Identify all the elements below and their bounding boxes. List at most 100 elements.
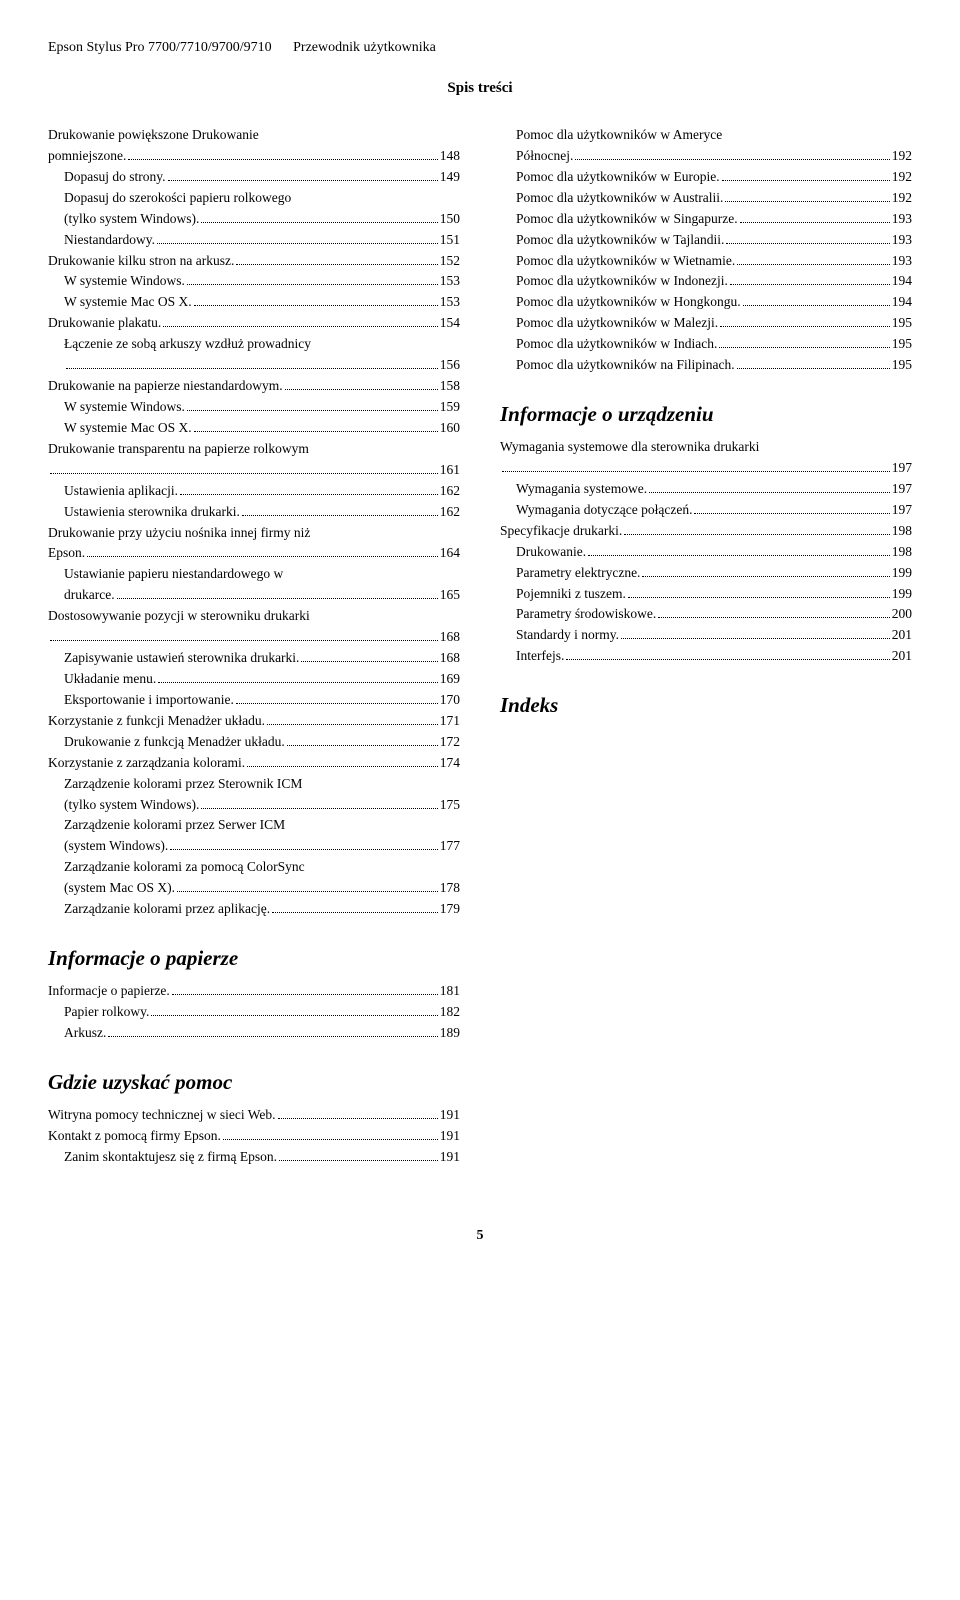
toc-right-column: Pomoc dla użytkowników w AmerycePółnocne… xyxy=(500,125,912,1168)
toc-entry[interactable]: (tylko system Windows).150 xyxy=(48,209,460,230)
toc-entry-label: Interfejs. xyxy=(516,646,564,667)
toc-entry[interactable]: Pomoc dla użytkowników w Malezji.195 xyxy=(500,313,912,334)
toc-entry-page: 150 xyxy=(440,209,460,230)
toc-entry[interactable]: Specyfikacje drukarki.198 xyxy=(500,521,912,542)
toc-entry[interactable]: W systemie Windows.153 xyxy=(48,271,460,292)
toc-entry[interactable]: 161 xyxy=(48,460,460,481)
toc-entry[interactable]: 197 xyxy=(500,458,912,479)
toc-leader-dots xyxy=(236,702,438,704)
toc-entry[interactable]: Parametry środowiskowe.200 xyxy=(500,604,912,625)
toc-entry-label: Korzystanie z funkcji Menadżer układu. xyxy=(48,711,265,732)
toc-leader-dots xyxy=(158,681,438,683)
toc-leader-dots xyxy=(725,200,889,202)
toc-entry-label: (system Mac OS X). xyxy=(64,878,175,899)
toc-entry[interactable]: Pomoc dla użytkowników w Tajlandii.193 xyxy=(500,230,912,251)
toc-entry[interactable]: Północnej.192 xyxy=(500,146,912,167)
toc-entry-label: pomniejszone. xyxy=(48,146,126,167)
toc-entry-label: Pomoc dla użytkowników w Australii. xyxy=(516,188,723,209)
toc-entry[interactable]: Pomoc dla użytkowników w Indonezji.194 xyxy=(500,271,912,292)
toc-entry-label: Witryna pomocy technicznej w sieci Web. xyxy=(48,1105,276,1126)
toc-entry[interactable]: Pomoc dla użytkowników w Europie.192 xyxy=(500,167,912,188)
toc-entry-label: (system Windows). xyxy=(64,836,168,857)
toc-entry[interactable]: Arkusz.189 xyxy=(48,1023,460,1044)
toc-entry[interactable]: Epson.164 xyxy=(48,543,460,564)
toc-entry[interactable]: Dopasuj do strony.149 xyxy=(48,167,460,188)
toc-entry-label: Drukowanie plakatu. xyxy=(48,313,161,334)
toc-entry[interactable]: Układanie menu.169 xyxy=(48,669,460,690)
toc-entry[interactable]: Korzystanie z funkcji Menadżer układu.17… xyxy=(48,711,460,732)
toc-entry-label: Pojemniki z tuszem. xyxy=(516,584,626,605)
toc-entry[interactable]: Informacje o papierze.181 xyxy=(48,981,460,1002)
toc-entry[interactable]: Witryna pomocy technicznej w sieci Web.1… xyxy=(48,1105,460,1126)
toc-entry[interactable]: Drukowanie z funkcją Menadżer układu.172 xyxy=(48,732,460,753)
toc-entry[interactable]: Korzystanie z zarządzania kolorami.174 xyxy=(48,753,460,774)
toc-entry[interactable]: 168 xyxy=(48,627,460,648)
toc-entry-page: 194 xyxy=(892,271,912,292)
toc-entry[interactable]: Eksportowanie i importowanie.170 xyxy=(48,690,460,711)
toc-entry-label: Pomoc dla użytkowników w Singapurze. xyxy=(516,209,738,230)
toc-columns: Drukowanie powiększone Drukowaniepomniej… xyxy=(48,125,912,1168)
toc-entry-page: 148 xyxy=(440,146,460,167)
toc-entry[interactable]: 156 xyxy=(48,355,460,376)
toc-entry[interactable]: Ustawienia sterownika drukarki.162 xyxy=(48,502,460,523)
toc-entry-label: Drukowanie kilku stron na arkusz. xyxy=(48,251,234,272)
toc-leader-dots xyxy=(743,304,890,306)
toc-entry[interactable]: W systemie Mac OS X.160 xyxy=(48,418,460,439)
toc-entry[interactable]: Interfejs.201 xyxy=(500,646,912,667)
toc-entry[interactable]: Standardy i normy.201 xyxy=(500,625,912,646)
toc-entry-page: 191 xyxy=(440,1126,460,1147)
toc-entry[interactable]: W systemie Windows.159 xyxy=(48,397,460,418)
toc-entry[interactable]: Parametry elektryczne.199 xyxy=(500,563,912,584)
toc-entry[interactable]: Zapisywanie ustawień sterownika drukarki… xyxy=(48,648,460,669)
toc-entry[interactable]: Drukowanie kilku stron na arkusz.152 xyxy=(48,251,460,272)
toc-entry[interactable]: Niestandardowy. 151 xyxy=(48,230,460,251)
toc-entry[interactable]: Kontakt z pomocą firmy Epson.191 xyxy=(48,1126,460,1147)
toc-entry[interactable]: Drukowanie.198 xyxy=(500,542,912,563)
toc-entry[interactable]: drukarce. 165 xyxy=(48,585,460,606)
toc-entry[interactable]: Pomoc dla użytkowników w Indiach.195 xyxy=(500,334,912,355)
toc-entry[interactable]: Pomoc dla użytkowników w Australii.192 xyxy=(500,188,912,209)
toc-entry[interactable]: Pomoc dla użytkowników w Singapurze.193 xyxy=(500,209,912,230)
toc-entry-label: Eksportowanie i importowanie. xyxy=(64,690,234,711)
toc-entry[interactable]: Wymagania dotyczące połączeń.197 xyxy=(500,500,912,521)
toc-entry-page: 162 xyxy=(440,481,460,502)
toc-entry[interactable]: Drukowanie plakatu.154 xyxy=(48,313,460,334)
toc-leader-dots xyxy=(694,512,889,514)
toc-entry-page: 162 xyxy=(440,502,460,523)
toc-entry-page: 192 xyxy=(892,167,912,188)
toc-entry[interactable]: (system Windows).177 xyxy=(48,836,460,857)
toc-entry-page: 199 xyxy=(892,584,912,605)
toc-entry[interactable]: W systemie Mac OS X.153 xyxy=(48,292,460,313)
toc-entry-page: 200 xyxy=(892,604,912,625)
toc-leader-dots xyxy=(621,637,890,639)
toc-entry[interactable]: (tylko system Windows).175 xyxy=(48,795,460,816)
toc-entry[interactable]: Pojemniki z tuszem. 199 xyxy=(500,584,912,605)
toc-leader-dots xyxy=(180,493,438,495)
toc-entry[interactable]: Zanim skontaktujesz się z firmą Epson.19… xyxy=(48,1147,460,1168)
toc-entry-page: 199 xyxy=(892,563,912,584)
toc-entry[interactable]: Zarządzanie kolorami przez aplikację.179 xyxy=(48,899,460,920)
toc-entry-label: Wymagania dotyczące połączeń. xyxy=(516,500,692,521)
toc-entry[interactable]: Drukowanie na papierze niestandardowym.1… xyxy=(48,376,460,397)
toc-entry-label: Niestandardowy. xyxy=(64,230,155,251)
toc-entry-page: 192 xyxy=(892,146,912,167)
toc-entry-page: 197 xyxy=(892,458,912,479)
toc-entry-page: 172 xyxy=(440,732,460,753)
toc-entry-label: drukarce. xyxy=(64,585,115,606)
toc-entry[interactable]: Pomoc dla użytkowników na Filipinach.195 xyxy=(500,355,912,376)
toc-entry[interactable]: (system Mac OS X).178 xyxy=(48,878,460,899)
toc-entry[interactable]: Pomoc dla użytkowników w Wietnamie.193 xyxy=(500,251,912,272)
toc-entry-label: W systemie Windows. xyxy=(64,397,185,418)
document-header: Epson Stylus Pro 7700/7710/9700/9710 Prz… xyxy=(48,40,912,56)
toc-entry-page: 151 xyxy=(440,230,460,251)
toc-entry[interactable]: Wymagania systemowe.197 xyxy=(500,479,912,500)
toc-entry[interactable]: Pomoc dla użytkowników w Hongkongu.194 xyxy=(500,292,912,313)
toc-entry[interactable]: pomniejszone. 148 xyxy=(48,146,460,167)
toc-entry-continuation: Pomoc dla użytkowników w Ameryce xyxy=(500,125,912,146)
toc-leader-dots xyxy=(272,911,438,913)
toc-entry-label: Pomoc dla użytkowników w Hongkongu. xyxy=(516,292,741,313)
toc-entry-page: 169 xyxy=(440,669,460,690)
toc-entry-page: 165 xyxy=(440,585,460,606)
toc-entry[interactable]: Papier rolkowy.182 xyxy=(48,1002,460,1023)
toc-entry[interactable]: Ustawienia aplikacji.162 xyxy=(48,481,460,502)
